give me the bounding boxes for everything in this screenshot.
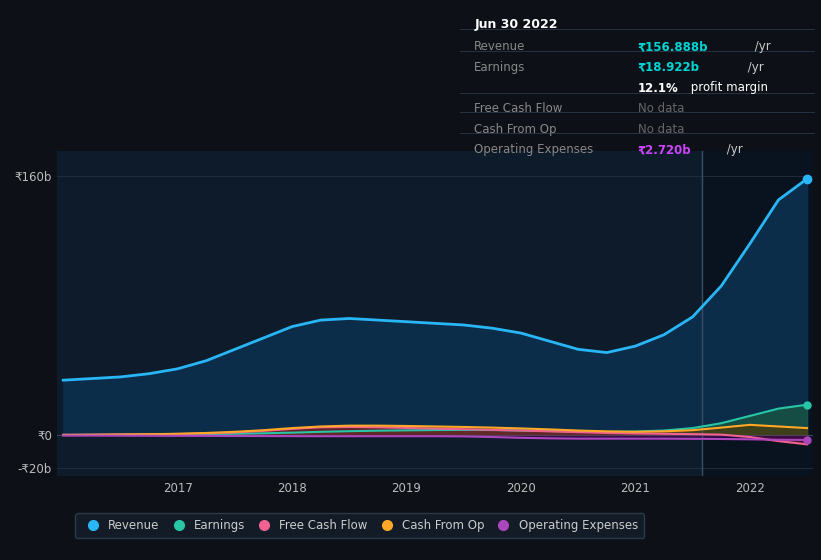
Text: profit margin: profit margin: [687, 82, 768, 95]
Text: Jun 30 2022: Jun 30 2022: [475, 18, 557, 31]
Text: /yr: /yr: [744, 61, 764, 74]
Text: 12.1%: 12.1%: [637, 82, 678, 95]
Text: ₹2.720b: ₹2.720b: [637, 143, 691, 156]
Text: Cash From Op: Cash From Op: [475, 123, 557, 136]
Text: Free Cash Flow: Free Cash Flow: [475, 102, 562, 115]
Legend: Revenue, Earnings, Free Cash Flow, Cash From Op, Operating Expenses: Revenue, Earnings, Free Cash Flow, Cash …: [76, 514, 644, 538]
Text: /yr: /yr: [751, 40, 771, 53]
Text: /yr: /yr: [722, 143, 742, 156]
Text: Operating Expenses: Operating Expenses: [475, 143, 594, 156]
Text: Earnings: Earnings: [475, 61, 525, 74]
Text: No data: No data: [637, 102, 684, 115]
Text: ₹156.888b: ₹156.888b: [637, 40, 708, 53]
Text: ₹18.922b: ₹18.922b: [637, 61, 699, 74]
Text: No data: No data: [637, 123, 684, 136]
Text: Revenue: Revenue: [475, 40, 525, 53]
Bar: [702, 151, 813, 476]
